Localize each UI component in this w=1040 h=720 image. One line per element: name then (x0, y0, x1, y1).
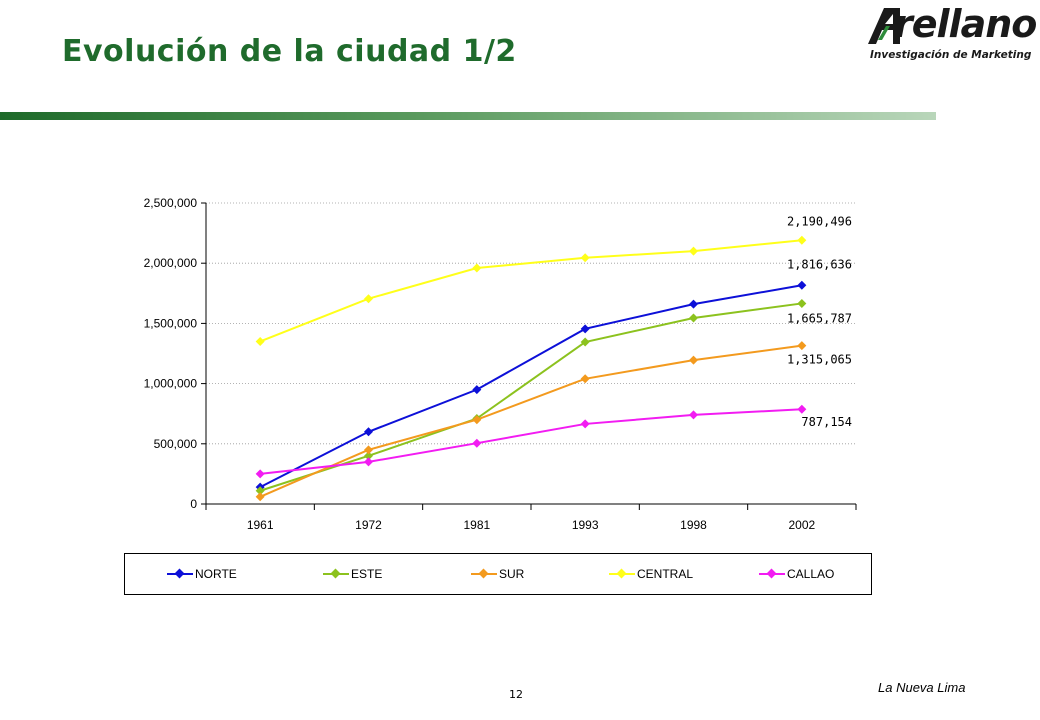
data-point-callao (580, 419, 590, 429)
x-tick-label: 1972 (355, 518, 382, 532)
data-point-central (580, 253, 590, 263)
company-logo: rellano Investigación de Marketing (864, 2, 1040, 64)
data-point-callao (689, 410, 698, 420)
x-tick-label: 1993 (572, 518, 599, 532)
data-point-central (472, 263, 482, 273)
data-point-norte (364, 427, 373, 437)
series-line-callao (260, 408, 802, 475)
data-label-central: 2,190,496 (787, 214, 852, 228)
data-point-callao (364, 457, 373, 467)
legend-label: SUR (499, 567, 525, 581)
chart-legend: NORTE ESTE SUR CENTRAL CALLAO (124, 553, 872, 595)
series-line-este (259, 302, 802, 492)
y-tick-label: 2,000,000 (144, 256, 198, 270)
y-tick-label: 2,500,000 (144, 196, 198, 210)
page-number: 12 (509, 688, 523, 701)
x-tick-label: 2002 (788, 518, 815, 532)
data-point-sur (364, 445, 373, 455)
legend-item-callao: CALLAO (759, 566, 834, 582)
legend-swatch (759, 568, 785, 580)
logo-tagline: Investigación de Marketing (870, 49, 1032, 61)
y-tick-label: 1,000,000 (144, 377, 198, 391)
footer-text: La Nueva Lima (878, 680, 966, 695)
data-point-este (255, 486, 265, 496)
series-line-sur (259, 344, 802, 498)
data-point-central (364, 294, 373, 304)
data-label-callao: 787,154 (801, 415, 852, 429)
legend-label: CENTRAL (637, 567, 694, 581)
series-line-norte (259, 284, 803, 489)
y-tick-label: 1,500,000 (144, 316, 198, 330)
data-point-este (689, 313, 698, 323)
data-point-central (797, 235, 807, 245)
legend-item-sur: SUR (471, 566, 524, 582)
data-point-norte (580, 324, 590, 334)
data-point-este (797, 298, 807, 308)
slide-title: Evolución de la ciudad 1/2 (62, 34, 517, 69)
legend-swatch (609, 568, 635, 580)
data-point-norte (689, 299, 698, 309)
data-point-sur (797, 341, 807, 351)
legend-item-central: CENTRAL (609, 566, 693, 582)
data-point-norte (472, 385, 482, 395)
data-point-central (689, 246, 698, 256)
data-label-norte: 1,816,636 (787, 257, 852, 271)
logo-wordmark: rellano (894, 2, 1037, 46)
x-tick-label: 1981 (463, 518, 490, 532)
data-point-callao (472, 438, 482, 448)
legend-item-norte: NORTE (167, 566, 237, 582)
data-point-norte (797, 280, 807, 290)
legend-item-este: ESTE (323, 566, 382, 582)
x-tick-label: 1998 (680, 518, 707, 532)
data-point-este (580, 337, 590, 347)
series-line-central (259, 239, 802, 343)
data-point-este (364, 451, 373, 461)
data-point-sur (580, 374, 590, 384)
legend-swatch (167, 568, 193, 580)
legend-label: ESTE (351, 567, 383, 581)
data-label-este: 1,665,787 (787, 311, 852, 325)
data-point-sur (255, 492, 265, 502)
data-point-callao (797, 404, 807, 414)
data-point-sur (689, 355, 698, 365)
data-point-central (255, 336, 265, 346)
arellano-a-logo-icon (868, 8, 900, 44)
data-label-sur: 1,315,065 (787, 353, 852, 367)
y-tick-label: 0 (190, 497, 197, 511)
data-point-callao (255, 469, 265, 479)
legend-label: CALLAO (787, 567, 835, 581)
y-tick-label: 500,000 (154, 437, 198, 451)
legend-swatch (471, 568, 497, 580)
x-tick-label: 1961 (247, 518, 274, 532)
title-divider-bar (0, 112, 936, 120)
data-point-sur (472, 415, 482, 425)
legend-swatch (323, 568, 349, 580)
legend-label: NORTE (195, 567, 237, 581)
